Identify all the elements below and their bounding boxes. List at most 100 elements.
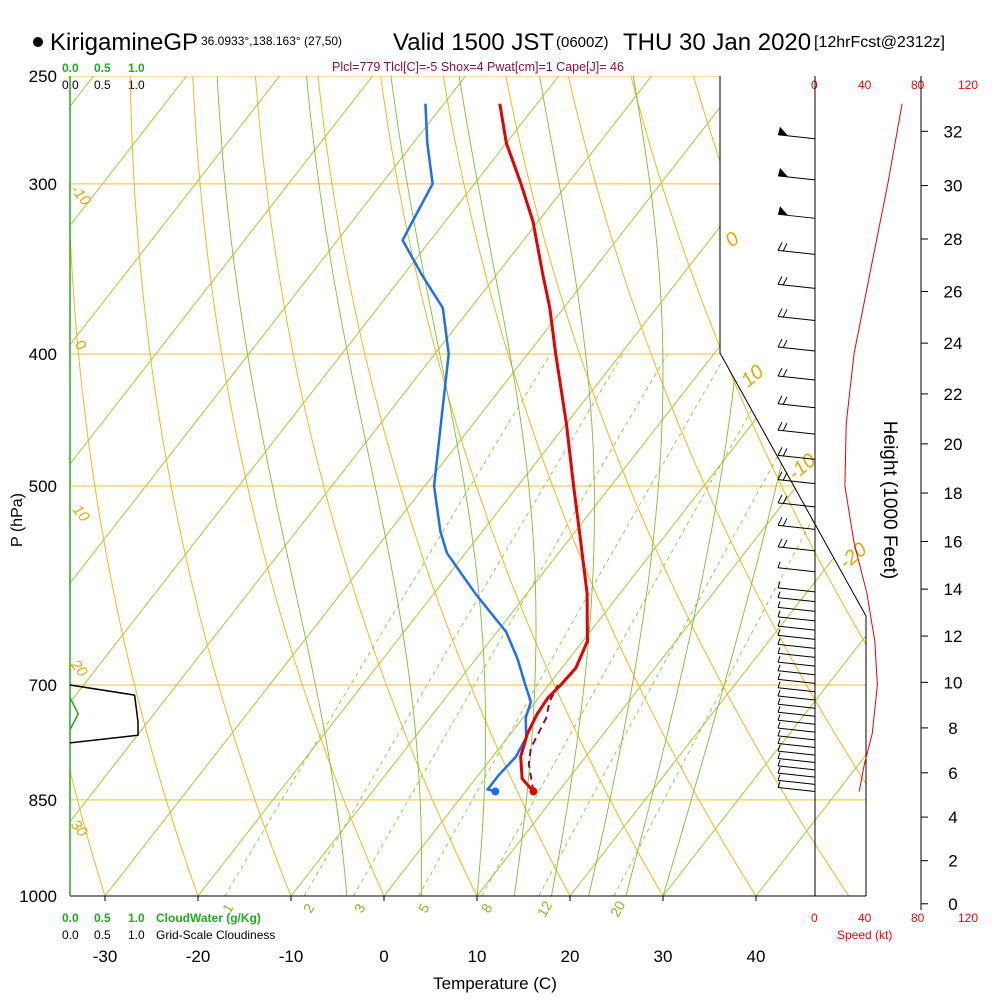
wind-barb-staff	[778, 176, 815, 180]
wind-barb-feather	[778, 665, 780, 671]
pressure-tick-label: 1000	[19, 887, 57, 906]
wind-barb-feather	[783, 369, 787, 377]
bottom-speed-tick: 120	[958, 911, 978, 925]
mixing-ratio-label: 2	[300, 901, 318, 916]
mixing-ratio-label: 8	[478, 901, 496, 916]
bottom-speed-tick: 40	[858, 911, 872, 925]
cloudiness-line	[70, 685, 138, 743]
cloudwater-line	[70, 698, 78, 730]
height-tick-label: 22	[944, 385, 963, 404]
height-tick-label: 16	[944, 532, 963, 551]
wind-barb-feather	[778, 495, 782, 503]
temperature-axis-title: Temperature (C)	[433, 974, 557, 993]
zulu-time: (0600Z)	[556, 34, 609, 51]
mixing-ratio-label: 20	[607, 898, 629, 920]
wind-barb-staff	[778, 704, 815, 708]
wind-barb-feather	[783, 518, 787, 526]
temperature-tick-label: 10	[468, 947, 487, 966]
height-tick-label: 20	[944, 435, 963, 454]
dry-adiabat-label: 0	[721, 228, 744, 252]
wind-barb-staff	[778, 626, 815, 630]
pressure-tick-label: 400	[29, 345, 57, 364]
mixing-ratio-line	[482, 354, 784, 896]
wind-barb-staff	[778, 635, 815, 639]
surface-dewpoint-point	[491, 787, 499, 795]
wind-barb-staff	[778, 644, 815, 648]
wind-barb-feather	[783, 473, 787, 481]
dry-adiabat	[819, 76, 1000, 896]
height-tick-label: 26	[944, 283, 963, 302]
height-tick-label: 8	[948, 719, 957, 738]
pressure-tick-label: 250	[29, 67, 57, 86]
top-cloudwater-tick: 0.5	[94, 61, 111, 75]
wind-barb-staff	[778, 598, 815, 602]
wind-barb-feather	[778, 753, 780, 759]
height-tick-label: 32	[944, 122, 963, 141]
wind-barb-staff	[778, 720, 815, 724]
mixing-ratio-label: 5	[415, 901, 433, 916]
wind-barb-staff	[778, 607, 815, 611]
height-tick-label: 10	[944, 673, 963, 692]
wind-barb-feather	[778, 647, 780, 653]
valid-date: THU 30 Jan 2020	[623, 29, 811, 56]
wind-barb-feather	[778, 368, 782, 376]
wind-barb-staff	[778, 751, 815, 755]
wind-barb-feather	[783, 448, 787, 456]
wind-barb-staff	[778, 736, 815, 740]
bottom-speed-tick: 0	[811, 911, 818, 925]
wind-barb-staff	[778, 679, 815, 683]
wind-barb-pennant	[778, 127, 788, 136]
top-speed-tick: 80	[911, 78, 925, 92]
wind-barb-feather	[783, 277, 787, 285]
wind-barb-feather	[783, 310, 787, 318]
wind-barb-feather	[783, 397, 787, 405]
mixing-ratio-label: 12	[534, 898, 556, 920]
wind-barb-feather	[778, 722, 780, 728]
wind-barb-feather	[778, 698, 780, 704]
station-dot-icon	[33, 37, 43, 47]
height-tick-label: 28	[944, 230, 963, 249]
wind-barb-feather	[778, 673, 780, 679]
wind-barb-feather	[778, 611, 780, 617]
pressure-tick-label: 300	[29, 175, 57, 194]
aux-profiles	[70, 104, 902, 792]
isotherm	[0, 76, 1, 896]
height-tick-label: 18	[944, 484, 963, 503]
height-tick-label: 0	[948, 895, 957, 914]
wind-barb-feather	[778, 629, 780, 635]
top-speed-tick: 40	[858, 78, 872, 92]
wind-barb-feather	[778, 760, 780, 766]
temperature-tick-label: 0	[379, 947, 388, 966]
wind-barb-staff	[778, 568, 815, 572]
height-tick-label: 14	[944, 580, 963, 599]
wind-barb-feather	[778, 562, 780, 568]
temperature-tick-label: 20	[561, 947, 580, 966]
height-tick-label: 6	[948, 764, 957, 783]
pressure-tick-label: 500	[29, 477, 57, 496]
bottom-cloudiness-tick: 1.0	[128, 928, 145, 942]
wind-barb-feather	[778, 730, 780, 736]
wind-barb-staff	[778, 696, 815, 700]
station-coords: 36.0933°,138.163° (27,50)	[201, 34, 342, 48]
dry-adiabat-label: 10	[69, 502, 93, 526]
wind-barb-feather	[778, 714, 780, 720]
height-tick-label: 24	[944, 334, 963, 353]
cloudiness-scale-label: Grid-Scale Cloudiness	[156, 928, 275, 942]
temperature-line	[500, 104, 588, 792]
wind-barb-feather	[778, 638, 780, 644]
parcel-line	[529, 685, 558, 792]
mixing-ratio-line	[353, 354, 667, 896]
height-tick-label: 12	[944, 627, 963, 646]
wind-barb-feather	[778, 339, 782, 347]
wind-barb-feather	[778, 539, 782, 547]
wind-barb-feather	[783, 540, 787, 548]
wind-barb-feather	[778, 592, 780, 598]
bottom-cloudiness-tick: 0.5	[94, 928, 111, 942]
wind-barb-staff	[778, 766, 815, 770]
mixing-ratio-labels: 1 2 3 5 8 12 20	[219, 898, 629, 920]
temperature-tick-label: 40	[747, 947, 766, 966]
wind-barb-feather	[778, 774, 780, 780]
bottom-cloudwater-tick: 0.5	[94, 911, 111, 925]
temperature-tick-label: -20	[186, 947, 211, 966]
